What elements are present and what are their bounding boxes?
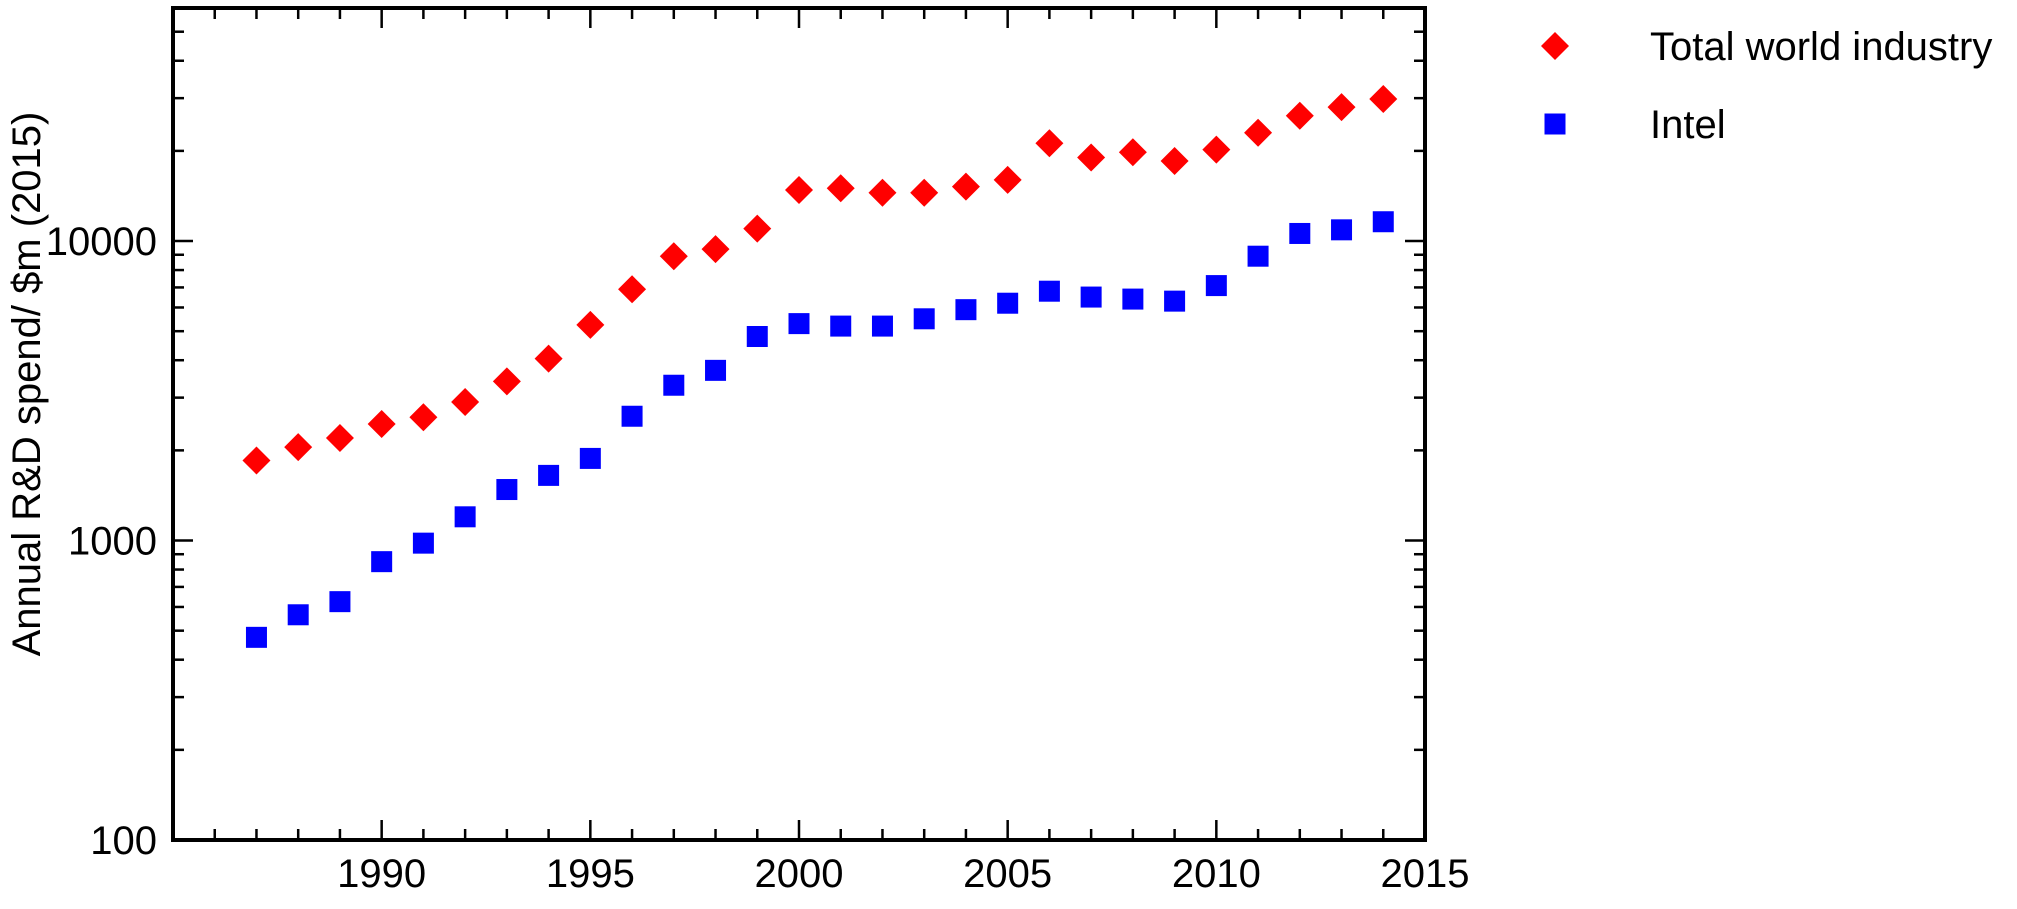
data-point-intel [1247,245,1269,267]
data-point-intel [621,405,643,427]
data-point-total-world-industry [367,409,396,438]
plot-frame [171,6,1427,842]
data-point-intel [412,532,434,554]
data-point-total-world-industry [743,214,772,243]
data-point-total-world-industry [993,165,1022,194]
data-point-intel [1331,219,1353,241]
data-point-total-world-industry [826,174,855,203]
x-tick-label: 2015 [1381,852,1470,896]
data-point-intel [663,374,685,396]
data-point-intel [871,315,893,337]
data-point-intel [1122,288,1144,310]
data-point-total-world-industry [1327,93,1356,122]
y-tick-label: 100 [90,819,157,863]
data-point-intel [245,626,267,648]
data-point-intel [1080,286,1102,308]
data-point-total-world-industry [618,275,647,304]
data-point-intel [913,308,935,330]
data-point-total-world-industry [1160,147,1189,176]
data-point-total-world-industry [951,172,980,201]
data-point-intel [1372,211,1394,233]
data-point-total-world-industry [1118,138,1147,167]
data-point-total-world-industry [284,433,313,462]
data-point-total-world-industry [492,367,521,396]
data-point-total-world-industry [1035,129,1064,158]
data-point-intel [1205,275,1227,297]
data-point-intel [746,326,768,348]
data-point-intel [287,604,309,626]
data-point-intel [997,292,1019,314]
data-point-total-world-industry [534,344,563,373]
data-point-total-world-industry [1244,118,1273,147]
data-point-total-world-industry [701,235,730,264]
data-point-total-world-industry [1369,85,1398,114]
data-point-intel [788,313,810,335]
data-point-total-world-industry [409,403,438,432]
data-point-intel [830,315,852,337]
data-point-total-world-industry [451,388,480,417]
data-point-total-world-industry [576,310,605,339]
data-point-total-world-industry [910,178,939,207]
x-tick-label: 2010 [1172,852,1261,896]
data-point-total-world-industry [785,176,813,205]
data-point-intel [955,299,977,321]
y-tick-label: 10000 [46,220,157,264]
x-tick-label: 1990 [337,852,426,896]
x-tick-label: 2005 [963,852,1052,896]
legend-marker-total-world-industry [1541,32,1569,60]
data-point-total-world-industry [1077,143,1106,172]
data-point-intel [454,506,476,528]
x-tick-label: 1995 [546,852,635,896]
data-point-intel [538,464,560,486]
data-point-intel [705,359,727,381]
data-point-intel [1289,222,1311,244]
data-point-intel [371,551,393,573]
data-point-intel [496,479,518,501]
data-point-total-world-industry [242,446,271,475]
data-point-intel [1164,290,1186,312]
data-point-total-world-industry [868,178,897,207]
data-point-intel [1038,280,1060,302]
data-point-total-world-industry [659,242,688,271]
data-point-total-world-industry [325,423,354,452]
data-point-total-world-industry [1202,135,1231,164]
legend-label-total-world-industry: Total world industry [1650,25,1992,69]
y-axis-title: Annual R&D spend/ $m (2015) [5,112,49,657]
x-tick-label: 2000 [755,852,844,896]
data-point-intel [579,447,601,469]
legend-label-intel: Intel [1650,103,1726,147]
y-tick-label: 1000 [68,520,157,564]
data-point-intel [329,591,351,613]
legend-marker-intel [1544,113,1566,135]
data-point-total-world-industry [1285,101,1314,130]
